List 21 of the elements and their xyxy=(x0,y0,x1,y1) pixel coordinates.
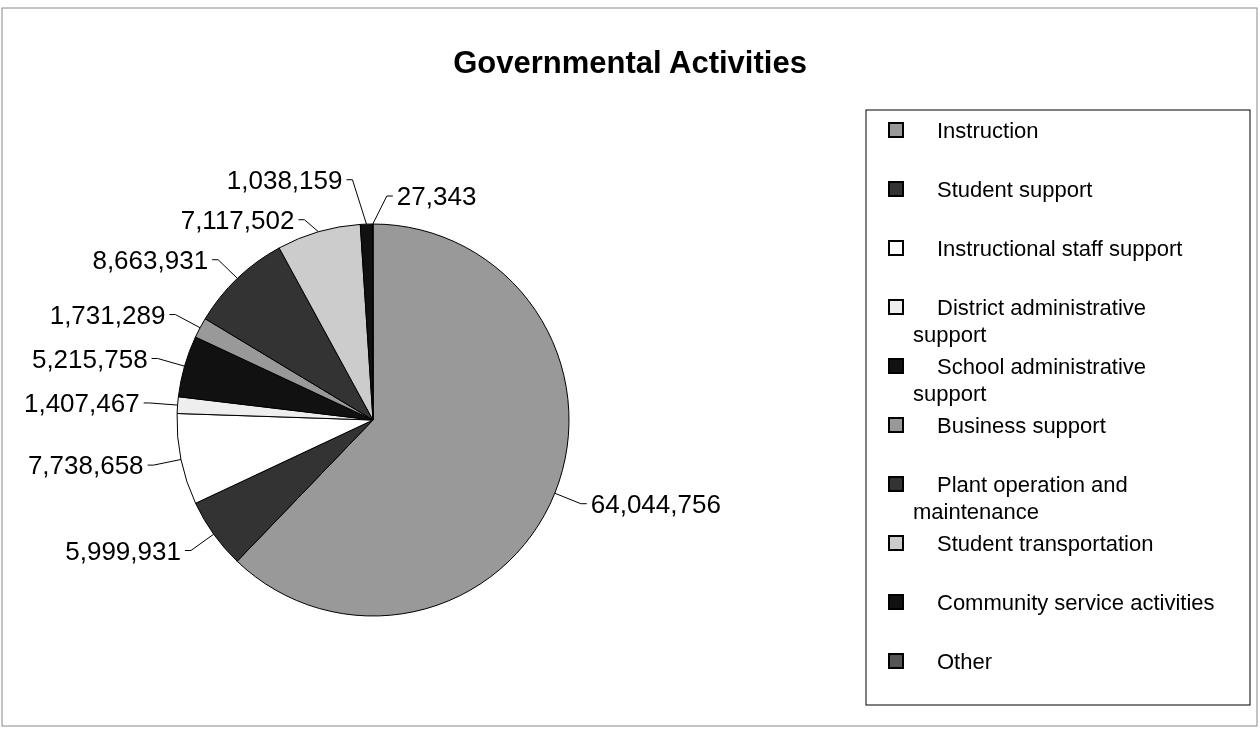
legend-label: Instruction xyxy=(937,117,1039,143)
legend-label: Community service activities xyxy=(937,589,1215,615)
data-label: 1,038,159 xyxy=(226,164,343,195)
legend-label: Plant operation and maintenance xyxy=(913,471,1128,524)
legend-label: Student support xyxy=(937,176,1093,202)
data-label: 5,999,931 xyxy=(65,535,181,566)
data-label: 1,731,289 xyxy=(49,299,166,330)
data-label: 7,738,658 xyxy=(27,450,144,481)
data-label: 7,117,502 xyxy=(180,204,295,235)
data-label: 8,663,931 xyxy=(92,244,209,275)
chart-title: Governmental Activities xyxy=(453,44,807,80)
legend-label: Student transportation xyxy=(937,530,1154,556)
legend-label: Instructional staff support xyxy=(937,235,1183,261)
legend-label: School administrative support xyxy=(913,353,1147,406)
legend-label: Business support xyxy=(937,412,1106,438)
data-label: 27,343 xyxy=(396,181,477,212)
data-label: 64,044,756 xyxy=(590,488,721,519)
data-label: 1,407,467 xyxy=(23,388,140,419)
legend-label: District administrative support xyxy=(913,294,1147,347)
data-label: 5,215,758 xyxy=(31,343,148,374)
legend-label: Other xyxy=(937,648,993,674)
